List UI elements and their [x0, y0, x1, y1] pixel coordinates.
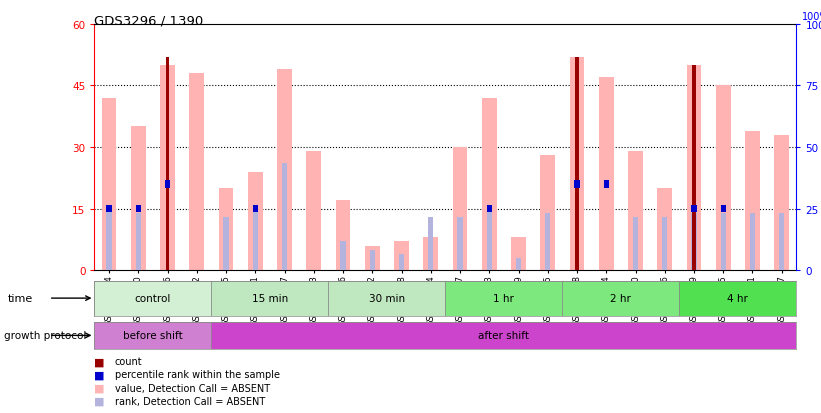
Bar	[399, 254, 404, 271]
Bar	[691, 205, 697, 213]
Bar	[487, 205, 492, 213]
Bar	[745, 131, 759, 271]
Bar	[336, 201, 351, 271]
Bar	[680, 281, 796, 316]
Bar	[306, 152, 321, 271]
Bar	[223, 217, 229, 271]
Text: 4 hr: 4 hr	[727, 293, 748, 304]
Text: rank, Detection Call = ABSENT: rank, Detection Call = ABSENT	[115, 396, 265, 406]
Text: 100%: 100%	[802, 12, 821, 22]
Bar	[692, 66, 695, 271]
Bar	[562, 281, 680, 316]
Bar	[131, 127, 145, 271]
Text: control: control	[135, 293, 171, 304]
Text: before shift: before shift	[123, 330, 183, 341]
Bar	[540, 156, 555, 271]
Text: value, Detection Call = ABSENT: value, Detection Call = ABSENT	[115, 383, 270, 393]
Bar	[482, 98, 497, 271]
Bar	[457, 217, 463, 271]
Text: ■: ■	[94, 356, 105, 366]
Bar	[516, 258, 521, 271]
Bar	[253, 209, 258, 271]
Bar	[107, 209, 112, 271]
Text: 15 min: 15 min	[252, 293, 288, 304]
Bar	[570, 57, 585, 271]
Bar	[779, 213, 784, 271]
Bar	[545, 213, 550, 271]
Bar	[166, 57, 169, 271]
Bar	[428, 217, 433, 271]
Bar	[328, 281, 446, 316]
Bar	[248, 172, 263, 271]
Bar	[603, 181, 609, 188]
Bar	[452, 148, 467, 271]
Bar	[424, 238, 438, 271]
Bar	[190, 74, 204, 271]
Bar	[686, 66, 701, 271]
Text: percentile rank within the sample: percentile rank within the sample	[115, 370, 280, 380]
Bar	[628, 152, 643, 271]
Text: ■: ■	[94, 396, 105, 406]
Bar	[721, 213, 726, 271]
Bar	[599, 78, 613, 271]
Bar	[94, 322, 212, 349]
Bar	[394, 242, 409, 271]
Bar	[691, 213, 697, 271]
Bar	[253, 205, 258, 213]
Bar	[633, 217, 638, 271]
Text: ■: ■	[94, 370, 105, 380]
Bar	[165, 181, 170, 188]
Bar	[341, 242, 346, 271]
Bar	[575, 181, 580, 188]
Bar	[135, 213, 141, 271]
Text: GDS3296 / 1390: GDS3296 / 1390	[94, 14, 204, 27]
Bar	[218, 189, 233, 271]
Bar	[750, 213, 755, 271]
Text: growth protocol: growth protocol	[4, 330, 86, 340]
Text: 1 hr: 1 hr	[493, 293, 514, 304]
Bar	[369, 250, 375, 271]
Text: time: time	[8, 293, 34, 303]
Bar	[135, 205, 141, 213]
Bar	[576, 57, 579, 271]
Text: 2 hr: 2 hr	[611, 293, 631, 304]
Bar	[212, 281, 328, 316]
Text: ■: ■	[94, 383, 105, 393]
Bar	[102, 98, 117, 271]
Bar	[94, 281, 212, 316]
Bar	[721, 205, 726, 213]
Text: 30 min: 30 min	[369, 293, 405, 304]
Bar	[511, 238, 525, 271]
Bar	[774, 135, 789, 271]
Text: after shift: after shift	[479, 330, 530, 341]
Bar	[662, 217, 667, 271]
Text: count: count	[115, 356, 143, 366]
Bar	[716, 86, 731, 271]
Bar	[107, 205, 112, 213]
Bar	[212, 322, 796, 349]
Bar	[365, 246, 379, 271]
Bar	[658, 189, 672, 271]
Bar	[277, 70, 291, 271]
Bar	[160, 66, 175, 271]
Bar	[445, 281, 562, 316]
Bar	[282, 164, 287, 271]
Bar	[487, 209, 492, 271]
